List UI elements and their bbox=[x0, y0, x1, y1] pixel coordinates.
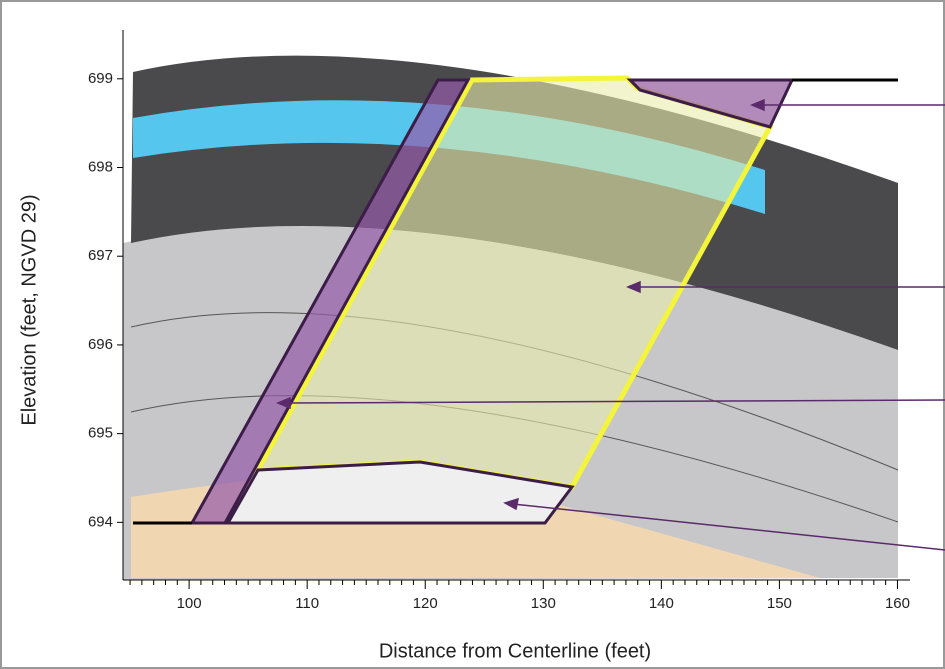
y-tick-label: 697 bbox=[88, 247, 113, 264]
y-tick-label: 698 bbox=[88, 158, 113, 175]
y-axis-title: Elevation (feet, NGVD 29) bbox=[18, 194, 40, 425]
y-tick-label: 699 bbox=[88, 70, 113, 87]
y-tick-label: 696 bbox=[88, 336, 113, 353]
x-tick-label: 150 bbox=[767, 595, 792, 612]
y-tick-label: 694 bbox=[88, 513, 113, 530]
x-tick-label: 110 bbox=[295, 595, 319, 612]
x-axis-title: Distance from Centerline (feet) bbox=[379, 640, 651, 662]
x-tick-label: 130 bbox=[531, 595, 556, 612]
chart: Distance from Centerline (feet) Elevatio… bbox=[0, 0, 945, 669]
page: Distance from Centerline (feet) Elevatio… bbox=[0, 0, 945, 669]
x-tick-label: 120 bbox=[413, 595, 438, 612]
y-tick-label: 695 bbox=[88, 425, 113, 442]
x-tick-label: 160 bbox=[885, 595, 910, 612]
x-tick-label: 100 bbox=[177, 595, 202, 612]
x-tick-label: 140 bbox=[649, 595, 674, 612]
